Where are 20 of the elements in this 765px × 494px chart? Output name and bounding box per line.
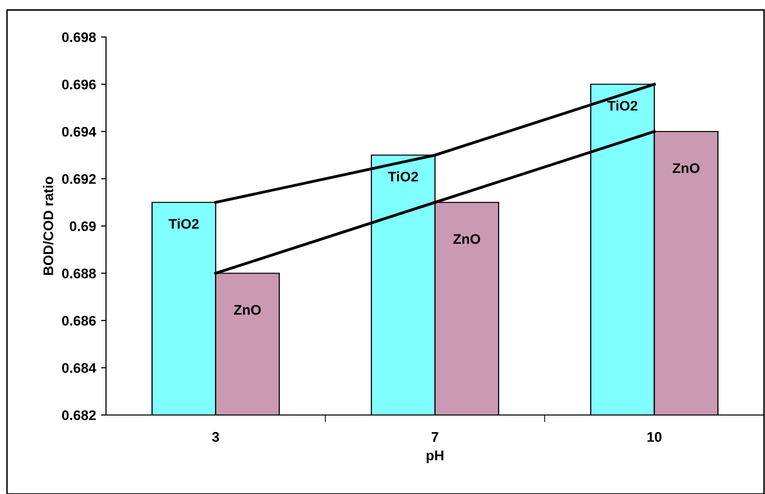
- text: ZnO: [453, 234, 480, 244]
- y-tick-label: 0.696: [62, 80, 96, 90]
- series-label: ZnO: [672, 163, 700, 174]
- x-tick-label: 3: [212, 432, 220, 442]
- y-tick-label: 0.684: [62, 363, 96, 373]
- y-tick-label: 0.692: [62, 174, 96, 184]
- y-tick-label: 0.69: [70, 221, 96, 232]
- x-tick-label: 10: [647, 432, 662, 442]
- y-tick-label: 0.688: [62, 268, 96, 278]
- x-tick-label: 7: [432, 432, 438, 442]
- y-tick-label: 0.682: [62, 410, 96, 420]
- text: TiO2: [388, 171, 418, 182]
- y-tick-label: 0.686: [62, 316, 96, 326]
- x-axis-title: pH: [426, 450, 444, 464]
- y-tick-label: 0.694: [62, 126, 96, 137]
- text: TiO2: [168, 218, 199, 229]
- text: ZnO: [234, 304, 261, 315]
- y-axis-title: BOD/COD ratio: [43, 176, 54, 275]
- y-tick-label: 0.698: [62, 32, 96, 42]
- series-label: TiO2: [607, 100, 638, 111]
